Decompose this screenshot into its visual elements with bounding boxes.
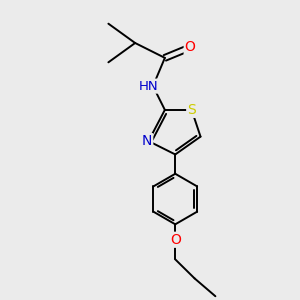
Text: HN: HN [139, 80, 158, 93]
Text: O: O [170, 233, 181, 247]
Text: N: N [142, 134, 152, 148]
Text: S: S [187, 103, 196, 117]
Text: O: O [185, 40, 196, 55]
